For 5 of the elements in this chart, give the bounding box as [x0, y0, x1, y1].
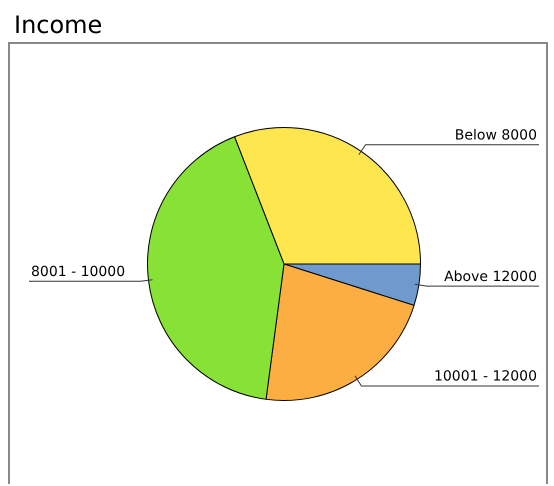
- slice-label: Below 8000: [454, 127, 537, 144]
- slice-label: 8001 - 10000: [31, 264, 126, 280]
- chart-title: Income: [14, 10, 104, 41]
- slice-label: 10001 - 12000: [434, 368, 537, 385]
- slice-label: Above 12000: [444, 268, 537, 285]
